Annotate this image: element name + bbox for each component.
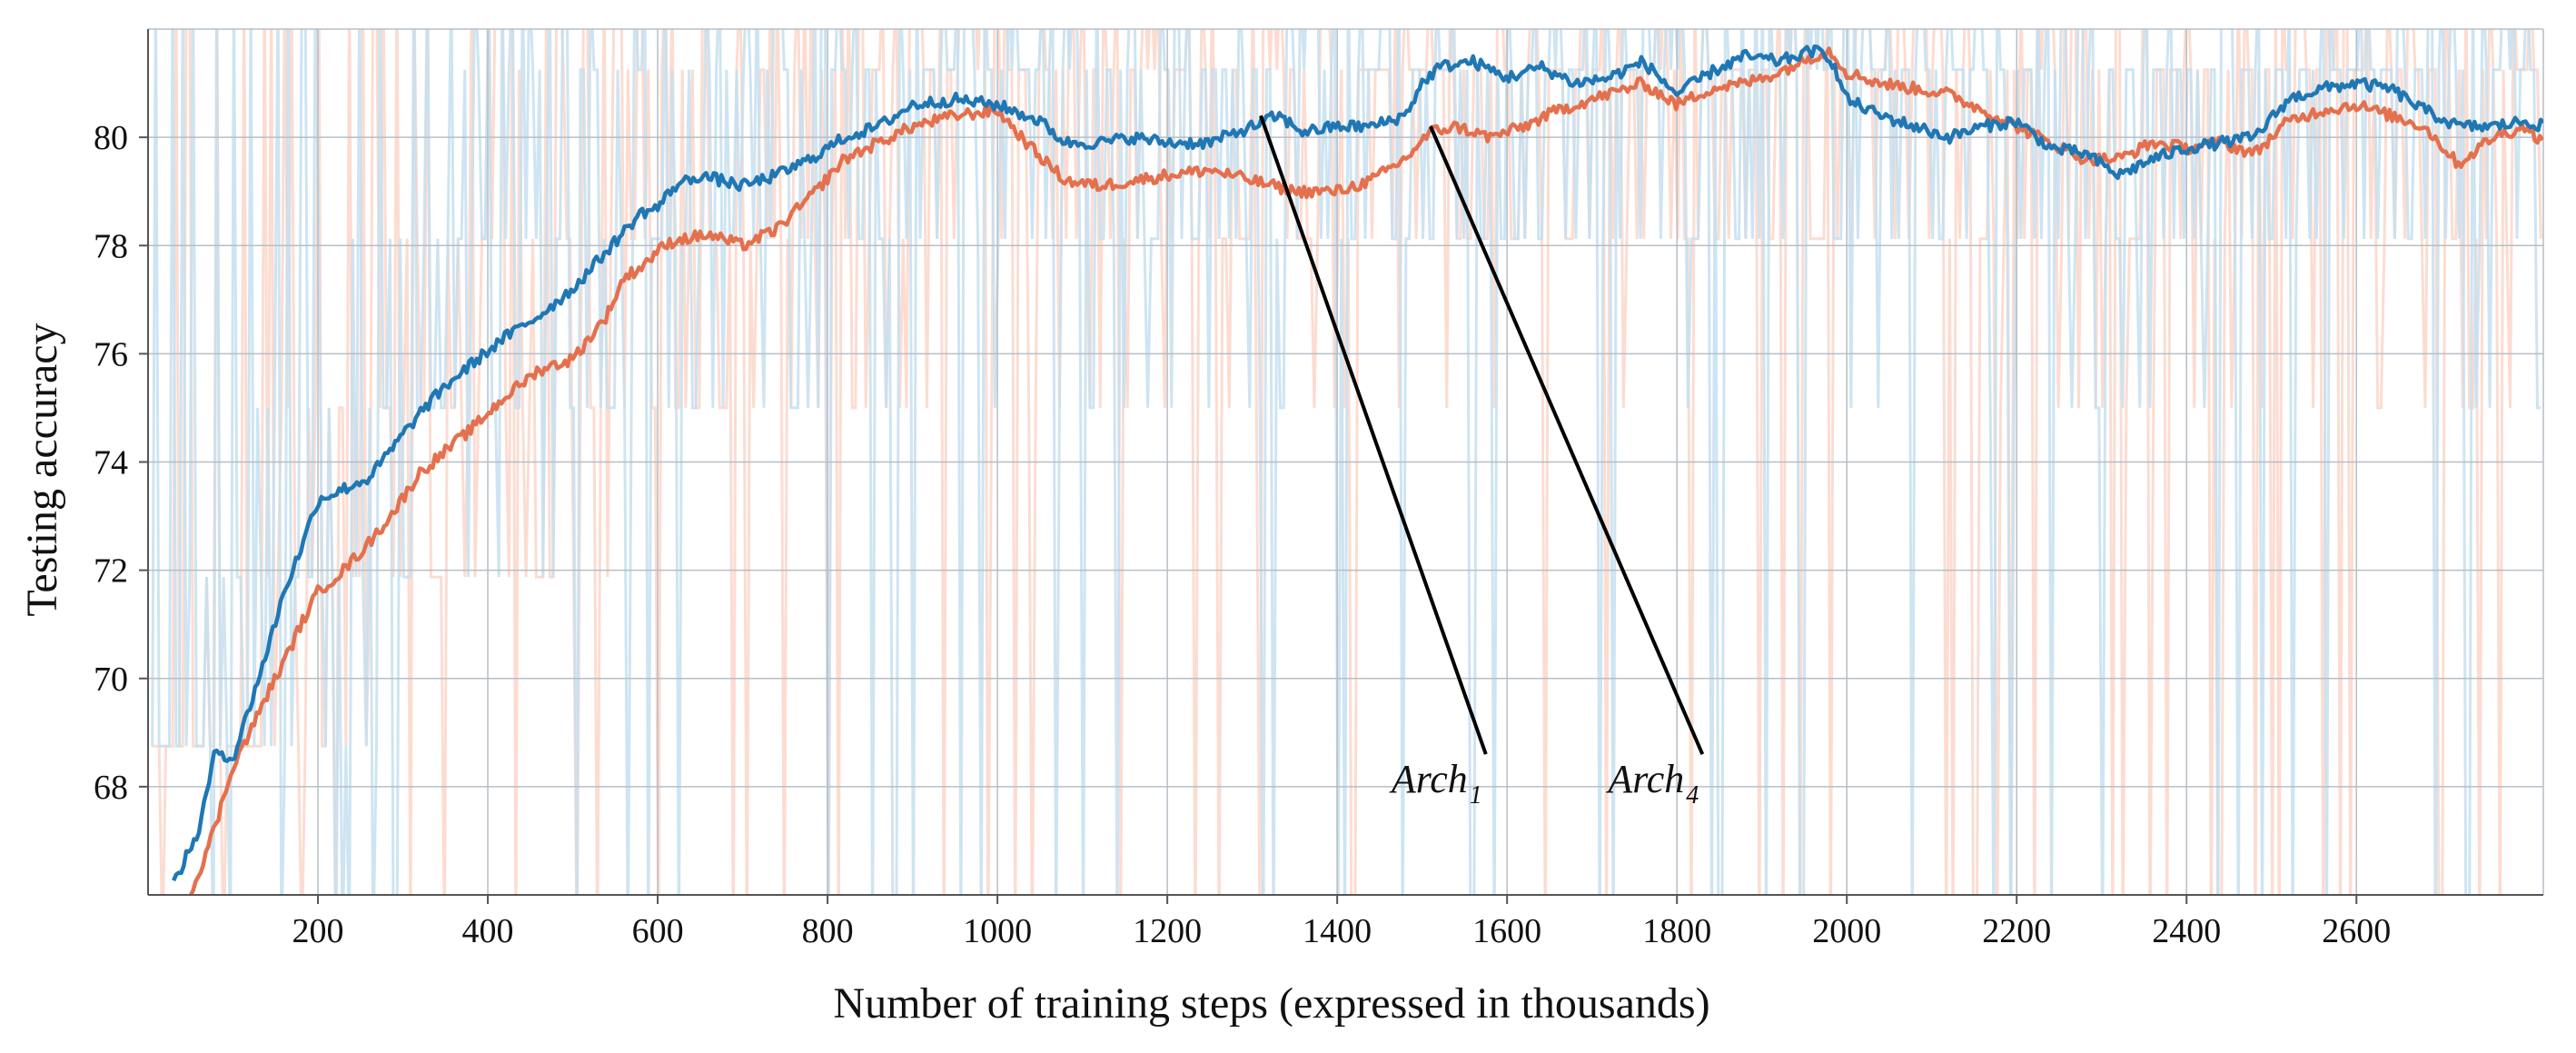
arch1-annotation-label: Arch	[1389, 757, 1468, 801]
x-tick-label: 600	[632, 912, 684, 950]
x-tick-label: 2000	[1812, 912, 1881, 950]
y-tick-label: 68	[94, 769, 128, 807]
x-tick-label: 1400	[1303, 912, 1372, 950]
x-tick-label: 2600	[2322, 912, 2391, 950]
x-tick-label: 200	[292, 912, 344, 950]
annotation-layer: Arch 1 Arch 4	[1259, 114, 1705, 810]
arch4-annotation-subscript: 4	[1686, 781, 1699, 810]
y-tick-label: 78	[94, 227, 128, 265]
arch1-annotation-subscript: 1	[1470, 781, 1482, 810]
axis-layer: 68 70 72 74 76 78 80 200 400 600 800 1000 1200 1400 16…	[94, 29, 2543, 950]
arch4-annotation-label: Arch	[1605, 757, 1684, 801]
y-tick-label: 74	[94, 444, 128, 482]
y-tick-label: 76	[94, 335, 128, 373]
y-axis-title: Testing accuracy	[18, 323, 66, 616]
x-tick-label: 1000	[963, 912, 1032, 950]
x-tick-label: 400	[462, 912, 514, 950]
y-tick-label: 70	[94, 661, 128, 699]
arch4-series-line	[188, 46, 2543, 895]
series-layer	[172, 44, 2543, 895]
grid-layer	[148, 28, 2544, 895]
x-tick-label: 2200	[1982, 912, 2051, 950]
y-tick-label: 80	[94, 119, 128, 157]
x-tick-label: 1800	[1642, 912, 1711, 950]
x-tick-label: 800	[802, 912, 854, 950]
arch1-annotation-pointer	[1259, 114, 1488, 755]
x-tick-label: 1200	[1133, 912, 1202, 950]
x-tick-label: 2400	[2152, 912, 2221, 950]
arch1-series-line	[172, 44, 2543, 882]
arch4-annotation-pointer	[1429, 125, 1705, 755]
x-axis-title: Number of training steps (expressed in t…	[833, 979, 1709, 1028]
x-tick-label: 1600	[1472, 912, 1541, 950]
y-tick-label: 72	[94, 552, 128, 591]
